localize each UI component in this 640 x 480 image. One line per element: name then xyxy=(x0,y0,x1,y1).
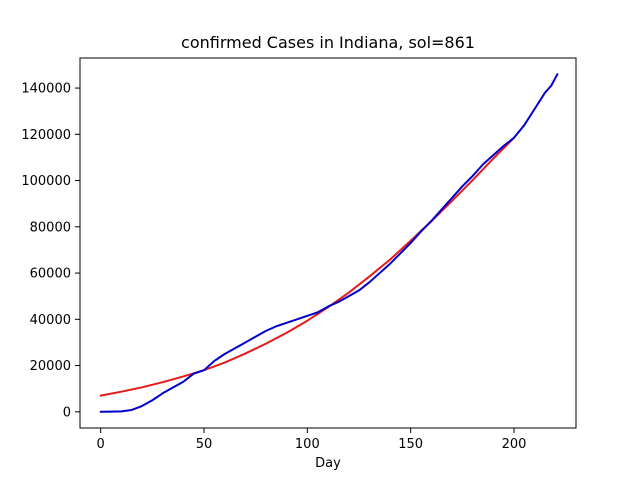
y-tick-label: 40000 xyxy=(30,313,71,328)
x-tick-label: 100 xyxy=(295,437,320,452)
y-tick-label: 0 xyxy=(63,405,71,420)
y-tick-label: 100000 xyxy=(21,174,71,189)
y-tick-label: 80000 xyxy=(30,220,71,235)
y-tick-label: 140000 xyxy=(21,82,71,97)
x-axis-ticks: 0 50 100 150 200 xyxy=(97,428,527,452)
x-tick-label: 200 xyxy=(502,437,527,452)
chart-title: confirmed Cases in Indiana, sol=861 xyxy=(181,33,475,52)
x-tick-label: 0 xyxy=(97,437,105,452)
series-line-2 xyxy=(99,73,559,413)
series-layer xyxy=(99,73,559,413)
y-tick-label: 60000 xyxy=(30,267,71,282)
series-line-1 xyxy=(99,136,515,397)
x-tick-label: 50 xyxy=(196,437,213,452)
y-tick-label: 120000 xyxy=(21,128,71,143)
x-axis-label: Day xyxy=(315,456,341,471)
y-axis-ticks: 0 20000 40000 60000 80000 100000 120000 140000 xyxy=(21,82,80,420)
y-tick-label: 20000 xyxy=(30,359,71,374)
plot-area-frame xyxy=(79,57,577,429)
x-tick-label: 150 xyxy=(398,437,423,452)
